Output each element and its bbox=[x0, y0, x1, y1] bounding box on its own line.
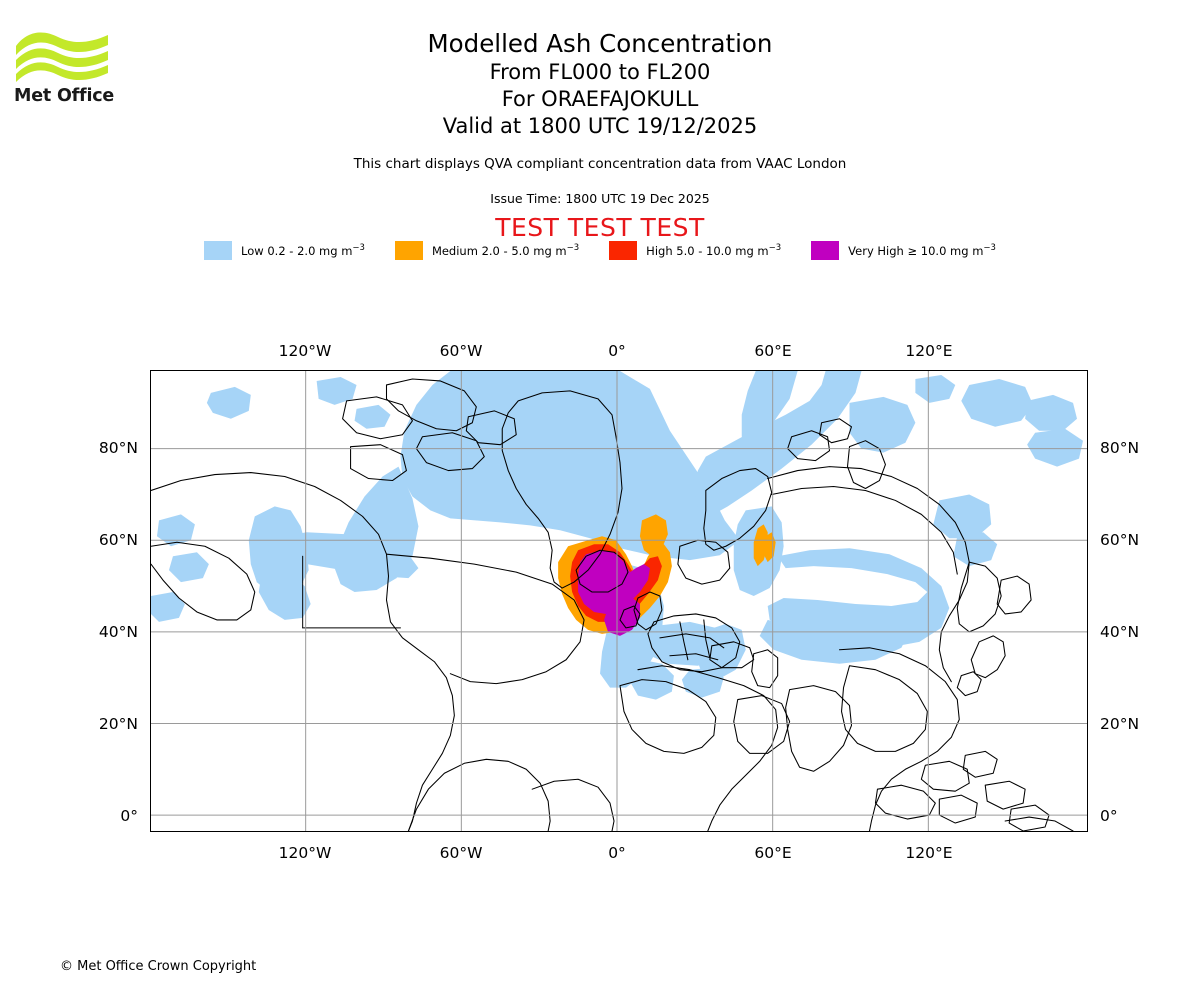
lon-tick-top-60e: 60°E bbox=[754, 342, 792, 360]
lat-tick-left-60n: 60°N bbox=[98, 531, 138, 549]
legend-label-high: High 5.0 - 10.0 mg m−3 bbox=[646, 243, 782, 258]
met-office-waves-icon bbox=[16, 32, 108, 82]
legend-swatch-low bbox=[204, 241, 233, 260]
lat-tick-left-20n: 20°N bbox=[98, 715, 138, 733]
legend-item-high: High 5.0 - 10.0 mg m−3 bbox=[609, 241, 781, 260]
lat-tick-right-40n: 40°N bbox=[1100, 623, 1140, 641]
legend-item-medium: Medium 2.0 - 5.0 mg m−3 bbox=[394, 241, 580, 260]
map-plot-area[interactable] bbox=[150, 370, 1088, 832]
map-container: 120°W 60°W 0° 60°E 120°E 120°W 60°W 0° 6… bbox=[99, 342, 1139, 862]
legend-swatch-medium bbox=[394, 241, 423, 260]
lon-tick-top-60w: 60°W bbox=[439, 342, 483, 360]
met-office-logo: Met Office bbox=[14, 28, 124, 113]
lat-tick-left-40n: 40°N bbox=[98, 623, 138, 641]
lon-tick-bottom-60w: 60°W bbox=[439, 844, 483, 862]
legend-item-very-high: Very High ≥ 10.0 mg m−3 bbox=[811, 241, 996, 260]
lat-tick-left-80n: 80°N bbox=[98, 439, 138, 457]
legend-label-very-high: Very High ≥ 10.0 mg m−3 bbox=[848, 243, 996, 258]
lon-tick-top-120w: 120°W bbox=[278, 342, 332, 360]
lat-tick-right-80n: 80°N bbox=[1100, 439, 1140, 457]
lon-tick-bottom-120w: 120°W bbox=[278, 844, 332, 862]
title-line-1: Modelled Ash Concentration bbox=[427, 29, 773, 58]
lon-tick-bottom-120e: 120°E bbox=[905, 844, 953, 862]
lat-tick-right-0: 0° bbox=[1100, 807, 1118, 825]
map-gridlines bbox=[151, 371, 1087, 831]
legend-swatch-high bbox=[609, 241, 638, 260]
copyright-footer: © Met Office Crown Copyright bbox=[60, 959, 257, 974]
lat-tick-left-0: 0° bbox=[120, 807, 138, 825]
coastlines bbox=[151, 378, 1074, 831]
lon-tick-bottom-0: 0° bbox=[608, 844, 626, 862]
legend-item-low: Low 0.2 - 2.0 mg m−3 bbox=[204, 241, 365, 260]
concentration-legend: Low 0.2 - 2.0 mg m−3 Medium 2.0 - 5.0 mg… bbox=[0, 241, 1200, 260]
ash-layer-low bbox=[151, 371, 1084, 700]
chart-subtitle: This chart displays QVA compliant concen… bbox=[353, 156, 847, 172]
lon-tick-top-120e: 120°E bbox=[905, 342, 953, 360]
title-line-2: From FL000 to FL200 bbox=[489, 60, 711, 84]
logo-wordmark: Met Office bbox=[14, 86, 115, 106]
legend-swatch-very-high bbox=[811, 241, 840, 260]
lat-tick-right-20n: 20°N bbox=[1100, 715, 1140, 733]
legend-label-low: Low 0.2 - 2.0 mg m−3 bbox=[241, 243, 365, 258]
page-title: Modelled Ash Concentration From FL000 to… bbox=[0, 28, 1200, 140]
test-banner: TEST TEST TEST bbox=[495, 213, 705, 242]
legend-label-medium: Medium 2.0 - 5.0 mg m−3 bbox=[431, 243, 580, 258]
issue-time: Issue Time: 1800 UTC 19 Dec 2025 bbox=[490, 191, 710, 206]
lat-tick-right-60n: 60°N bbox=[1100, 531, 1140, 549]
title-line-3: For ORAEFAJOKULL bbox=[501, 87, 699, 111]
lon-tick-top-0: 0° bbox=[608, 342, 626, 360]
world-map-svg bbox=[151, 371, 1087, 831]
title-line-4: Valid at 1800 UTC 19/12/2025 bbox=[442, 114, 758, 138]
lon-tick-bottom-60e: 60°E bbox=[754, 844, 792, 862]
